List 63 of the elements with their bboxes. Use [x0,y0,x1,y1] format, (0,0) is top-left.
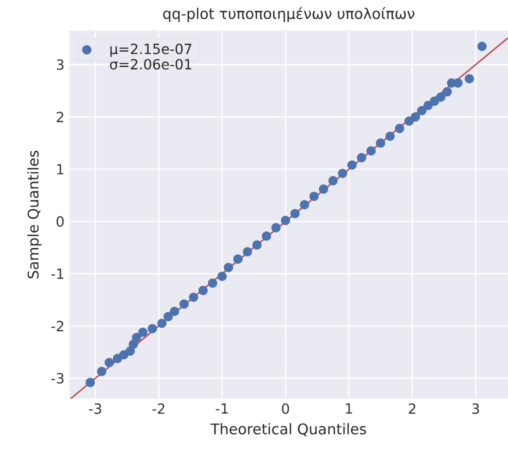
point [224,262,234,272]
point [138,328,148,337]
legend-label: μ=2.15e-07 σ=2.06e-01 [110,44,192,70]
x-axis-title: Theoretical Quantiles [210,423,366,436]
y-tick-label: 2 [56,112,64,122]
point [338,168,348,178]
point [198,286,208,296]
y-tick-label: -1 [51,268,64,279]
point [300,200,310,210]
point [262,231,272,241]
point [328,176,338,186]
x-tick-label: 3 [472,403,479,414]
point [86,378,95,388]
x-tick-label: -1 [216,403,228,414]
y-tick-label: 0 [56,216,64,227]
point [148,324,158,334]
point [464,74,474,84]
point [442,87,452,96]
point [179,299,189,309]
point [423,100,433,110]
point [347,160,357,170]
chart-title: qq-plot τυποποιημένων υπολοίπων [163,7,414,22]
point [96,366,106,376]
point [104,358,114,368]
point [217,272,227,282]
point [410,112,420,122]
x-tick-label: 1 [346,403,352,414]
x-tick-label: -3 [89,403,102,414]
point [271,223,281,232]
point [453,78,463,88]
y-tick-label: 1 [57,164,64,174]
point [430,96,440,106]
point [366,146,376,156]
y-axis-title: Sample Quantiles [27,150,42,278]
point [477,42,487,52]
point [132,332,142,342]
point [309,192,319,202]
point [394,124,404,134]
point [356,153,366,162]
point [280,216,290,226]
x-tick-label: 0 [282,403,290,414]
point [318,184,328,194]
point [128,340,138,349]
point [188,292,198,302]
y-tick-label: -3 [51,372,64,384]
point [404,116,414,126]
point [233,254,243,264]
x-tick-label: -2 [152,403,164,414]
point [436,92,446,102]
x-tick-label: 2 [408,403,416,414]
point [126,346,135,356]
point [417,106,426,116]
y-tick-label: 3 [56,59,64,70]
point [157,318,167,328]
point [252,240,262,250]
point [242,247,252,256]
point [208,278,218,288]
point [376,138,386,148]
y-tick-label: -2 [51,320,64,332]
point [385,132,395,141]
point [290,208,300,218]
point [170,306,180,316]
point [164,312,173,322]
